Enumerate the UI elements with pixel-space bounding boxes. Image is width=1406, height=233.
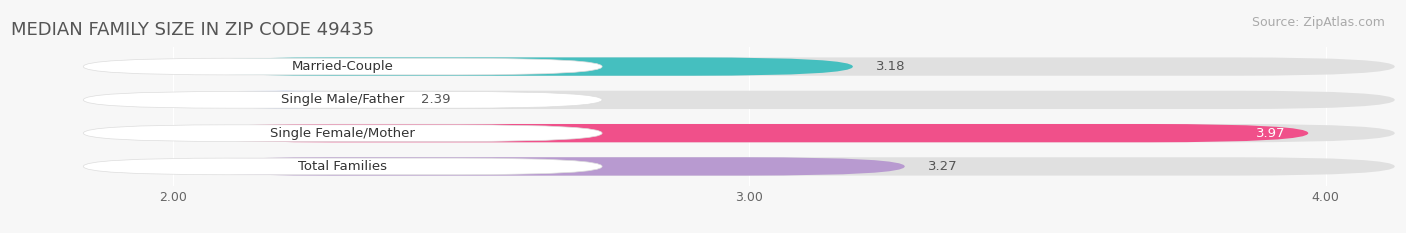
FancyBboxPatch shape: [173, 157, 905, 176]
FancyBboxPatch shape: [173, 57, 1395, 76]
FancyBboxPatch shape: [173, 57, 853, 76]
Text: MEDIAN FAMILY SIZE IN ZIP CODE 49435: MEDIAN FAMILY SIZE IN ZIP CODE 49435: [11, 21, 374, 39]
Text: Total Families: Total Families: [298, 160, 387, 173]
FancyBboxPatch shape: [83, 92, 602, 108]
FancyBboxPatch shape: [173, 157, 1395, 176]
Text: Source: ZipAtlas.com: Source: ZipAtlas.com: [1251, 16, 1385, 29]
Text: 2.39: 2.39: [420, 93, 450, 106]
FancyBboxPatch shape: [173, 124, 1395, 142]
FancyBboxPatch shape: [173, 91, 1395, 109]
Text: 3.97: 3.97: [1256, 127, 1285, 140]
FancyBboxPatch shape: [83, 158, 602, 175]
FancyBboxPatch shape: [173, 124, 1308, 142]
Text: Married-Couple: Married-Couple: [292, 60, 394, 73]
FancyBboxPatch shape: [83, 125, 602, 141]
Text: 3.27: 3.27: [928, 160, 957, 173]
FancyBboxPatch shape: [83, 58, 602, 75]
Text: Single Female/Mother: Single Female/Mother: [270, 127, 415, 140]
FancyBboxPatch shape: [173, 91, 398, 109]
Text: 3.18: 3.18: [876, 60, 905, 73]
Text: Single Male/Father: Single Male/Father: [281, 93, 405, 106]
